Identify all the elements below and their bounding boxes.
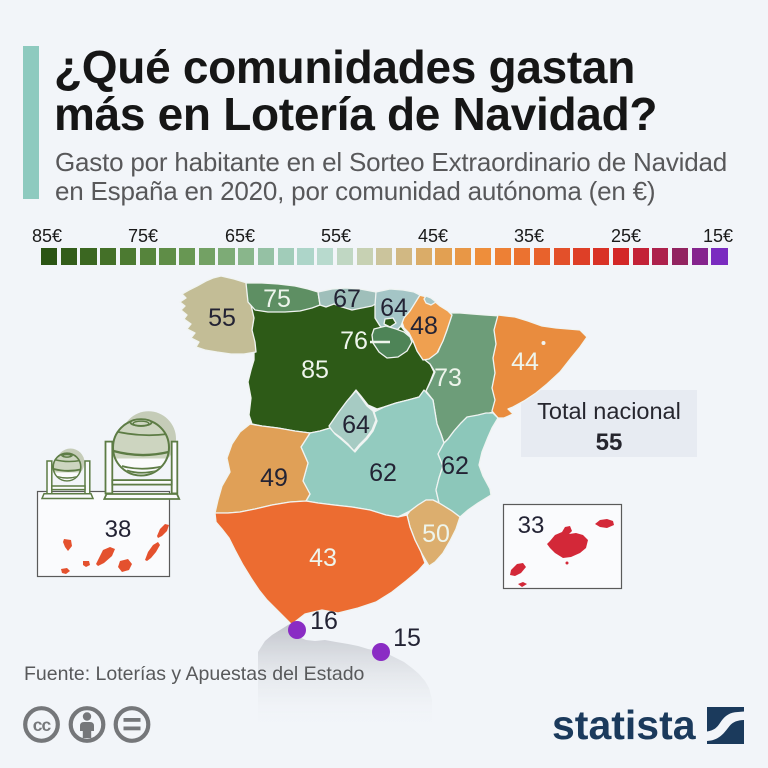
- svg-text:62: 62: [441, 452, 469, 480]
- svg-text:50: 50: [422, 520, 450, 548]
- svg-text:38: 38: [105, 516, 132, 543]
- svg-text:16: 16: [310, 607, 338, 635]
- svg-text:85: 85: [301, 356, 329, 384]
- svg-text:49: 49: [260, 464, 288, 492]
- svg-text:48: 48: [410, 312, 438, 340]
- svg-text:44: 44: [511, 348, 539, 376]
- svg-text:62: 62: [369, 459, 397, 487]
- svg-text:73: 73: [434, 364, 462, 392]
- svg-text:64: 64: [342, 411, 370, 439]
- svg-text:64: 64: [380, 294, 408, 322]
- svg-text:cc: cc: [33, 715, 52, 735]
- svg-text:33: 33: [518, 512, 545, 539]
- svg-text:55: 55: [208, 304, 236, 332]
- svg-text:43: 43: [309, 544, 337, 572]
- svg-text:67: 67: [333, 285, 361, 313]
- svg-text:15: 15: [393, 624, 421, 652]
- svg-text:75: 75: [263, 285, 291, 313]
- svg-text:76: 76: [340, 327, 368, 355]
